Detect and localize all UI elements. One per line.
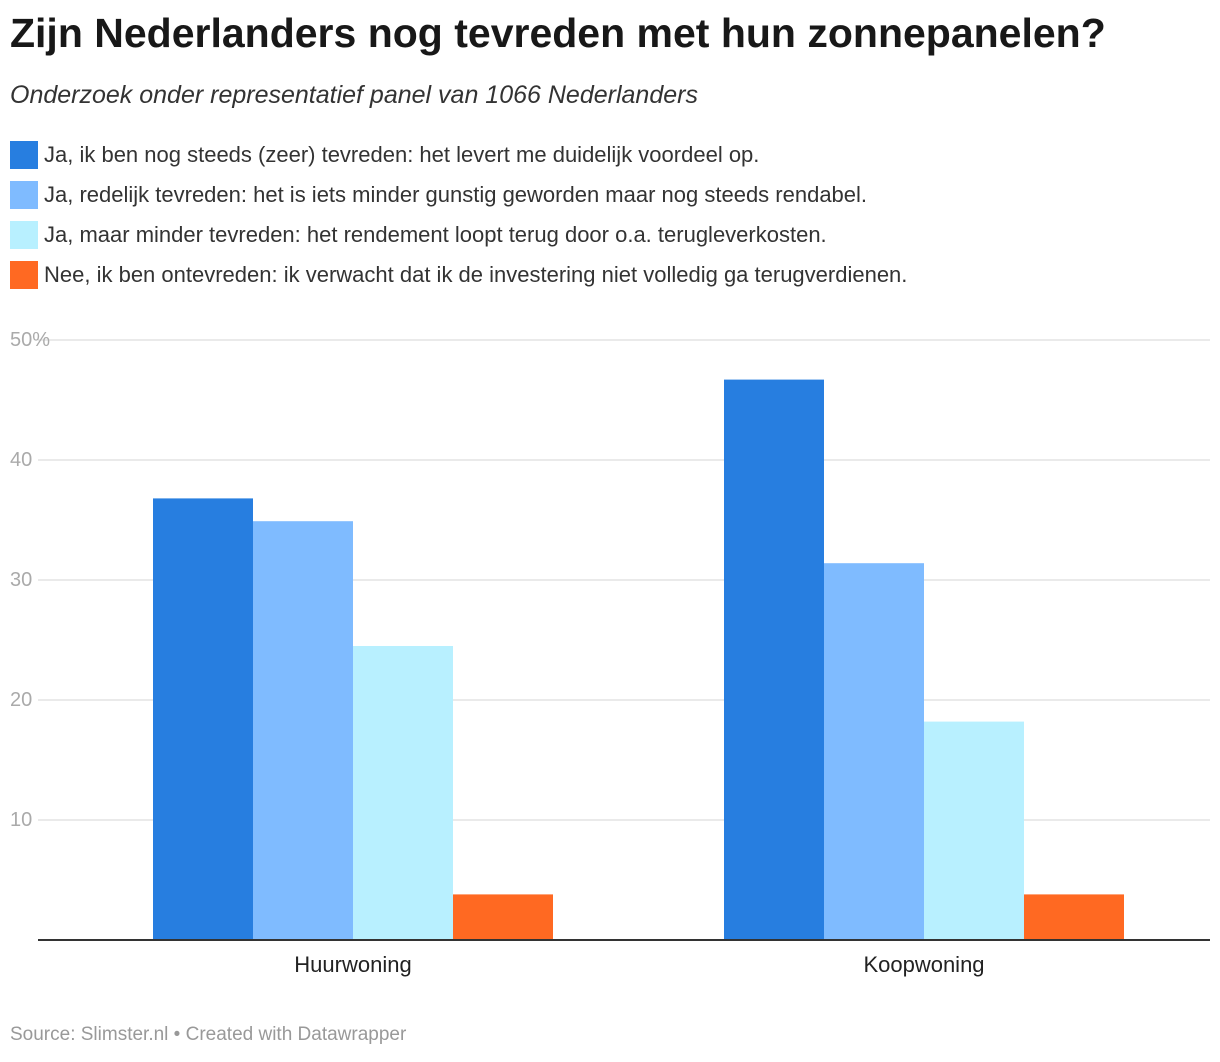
- bar: [353, 646, 453, 940]
- bar: [253, 521, 353, 940]
- bar-chart: 10 20 30 40 50% Huurwoning Koopwoning: [10, 329, 1210, 977]
- bars: [153, 379, 1124, 941]
- legend-swatch: [10, 221, 38, 249]
- bar: [453, 894, 553, 940]
- legend-item: Ja, ik ben nog steeds (zeer) tevreden: h…: [10, 135, 907, 175]
- legend-label: Ja, ik ben nog steeds (zeer) tevreden: h…: [44, 142, 760, 167]
- legend-label: Nee, ik ben ontevreden: ik verwacht dat …: [44, 262, 908, 287]
- y-tick-label: 30: [10, 569, 32, 591]
- bar: [1024, 894, 1124, 940]
- bar: [924, 721, 1024, 940]
- legend-swatch: [10, 181, 38, 209]
- legend-item: Ja, redelijk tevreden: het is iets minde…: [10, 175, 907, 215]
- legend-item: Ja, maar minder tevreden: het rendement …: [10, 215, 907, 255]
- legend-label: Ja, redelijk tevreden: het is iets minde…: [44, 182, 868, 207]
- axes: Huurwoning Koopwoning: [38, 939, 1210, 977]
- source-footer: Source: Slimster.nl • Created with Dataw…: [10, 1024, 407, 1045]
- y-tick-label: 20: [10, 689, 32, 711]
- y-tick-label: 10: [10, 809, 32, 831]
- bar: [824, 563, 924, 940]
- bar: [724, 379, 824, 941]
- chart-title: Zijn Nederlanders nog tevreden met hun z…: [10, 10, 1106, 56]
- legend-label: Ja, maar minder tevreden: het rendement …: [44, 222, 827, 247]
- legend: Ja, ik ben nog steeds (zeer) tevreden: h…: [10, 135, 907, 295]
- chart-subtitle: Onderzoek onder representatief panel van…: [10, 81, 698, 109]
- y-tick-label: 40: [10, 449, 32, 471]
- x-tick-label: Koopwoning: [863, 952, 984, 977]
- legend-swatch: [10, 261, 38, 289]
- legend-item: Nee, ik ben ontevreden: ik verwacht dat …: [10, 255, 907, 295]
- y-tick-label: 50%: [10, 329, 50, 351]
- legend-swatch: [10, 141, 38, 169]
- bar: [153, 498, 253, 940]
- x-tick-label: Huurwoning: [294, 952, 411, 977]
